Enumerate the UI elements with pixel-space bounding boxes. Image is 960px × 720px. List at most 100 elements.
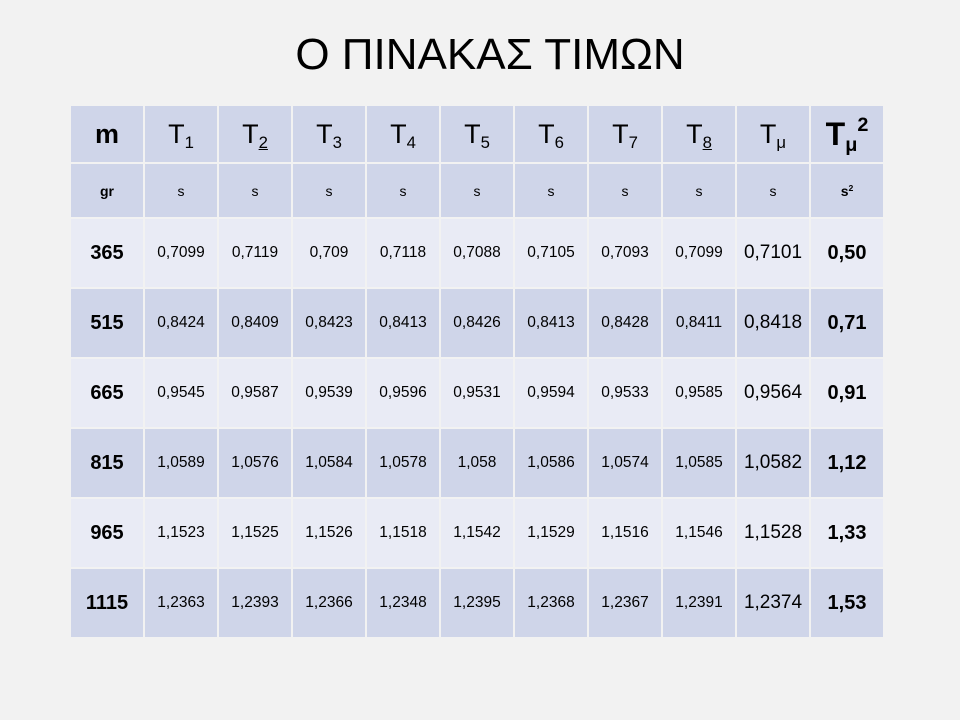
mass-cell: 965: [71, 499, 143, 567]
period-cell: 1,1518: [367, 499, 439, 567]
period-cell: 1,2395: [441, 569, 513, 637]
period-cell: 1,0586: [515, 429, 587, 497]
mean-period-squared-cell: 1,53: [811, 569, 883, 637]
unit-cell: s: [145, 164, 217, 217]
mean-period-cell: 0,8418: [737, 289, 809, 357]
period-cell: 1,0584: [293, 429, 365, 497]
unit-row: gr s s s s s s s s s s2: [71, 164, 883, 217]
header-cell-t7: T7: [589, 106, 661, 162]
unit-cell: s: [367, 164, 439, 217]
period-cell: 0,9533: [589, 359, 661, 427]
period-cell: 1,2393: [219, 569, 291, 637]
period-cell: 0,9545: [145, 359, 217, 427]
header-cell-t4: T4: [367, 106, 439, 162]
period-cell: 1,0574: [589, 429, 661, 497]
mass-cell: 515: [71, 289, 143, 357]
values-table: m T1 T2 T3 T4 T5 T6 T7 T8 Tμ Tμ2 gr s s …: [69, 104, 885, 639]
period-cell: 0,8426: [441, 289, 513, 357]
unit-cell: s: [589, 164, 661, 217]
table-row: 965 1,1523 1,1525 1,1526 1,1518 1,1542 1,1529 1…: [71, 499, 883, 567]
mean-period-squared-cell: 0,50: [811, 219, 883, 287]
mean-period-squared-cell: 1,12: [811, 429, 883, 497]
table-row: 815 1,0589 1,0576 1,0584 1,0578 1,058 1,0586 1,…: [71, 429, 883, 497]
mass-cell: 815: [71, 429, 143, 497]
table-row: 365 0,7099 0,7119 0,709 0,7118 0,7088 0,7105 0,…: [71, 219, 883, 287]
period-cell: 0,9596: [367, 359, 439, 427]
table-body: m T1 T2 T3 T4 T5 T6 T7 T8 Tμ Tμ2 gr s s …: [71, 106, 883, 637]
table-row: 665 0,9545 0,9587 0,9539 0,9596 0,9531 0,9594 0…: [71, 359, 883, 427]
period-cell: 0,7099: [145, 219, 217, 287]
period-cell: 1,1546: [663, 499, 735, 567]
period-cell: 1,0585: [663, 429, 735, 497]
period-cell: 1,2391: [663, 569, 735, 637]
period-cell: 0,7118: [367, 219, 439, 287]
table-row: 1115 1,2363 1,2393 1,2366 1,2348 1,2395 1,2368…: [71, 569, 883, 637]
period-cell: 1,0576: [219, 429, 291, 497]
header-cell-t8: T8: [663, 106, 735, 162]
header-cell-t2: T2: [219, 106, 291, 162]
period-cell: 0,8409: [219, 289, 291, 357]
unit-cell: s: [293, 164, 365, 217]
mass-cell: 365: [71, 219, 143, 287]
period-cell: 0,7093: [589, 219, 661, 287]
header-cell-m: m: [71, 106, 143, 162]
mean-period-cell: 0,7101: [737, 219, 809, 287]
period-cell: 1,1542: [441, 499, 513, 567]
period-cell: 1,2367: [589, 569, 661, 637]
period-cell: 1,2368: [515, 569, 587, 637]
period-cell: 1,1523: [145, 499, 217, 567]
period-cell: 1,2363: [145, 569, 217, 637]
period-cell: 1,1525: [219, 499, 291, 567]
period-cell: 1,1516: [589, 499, 661, 567]
period-cell: 0,709: [293, 219, 365, 287]
period-cell: 0,8424: [145, 289, 217, 357]
mass-cell: 1115: [71, 569, 143, 637]
unit-cell-m: gr: [71, 164, 143, 217]
period-cell: 0,7099: [663, 219, 735, 287]
unit-cell: s: [219, 164, 291, 217]
period-cell: 1,1529: [515, 499, 587, 567]
period-cell: 0,9585: [663, 359, 735, 427]
mean-period-cell: 1,2374: [737, 569, 809, 637]
header-cell-tmu: Tμ: [737, 106, 809, 162]
period-cell: 0,7088: [441, 219, 513, 287]
period-cell: 0,8413: [367, 289, 439, 357]
period-cell: 0,9587: [219, 359, 291, 427]
period-cell: 0,7119: [219, 219, 291, 287]
period-cell: 0,8428: [589, 289, 661, 357]
period-cell: 0,8423: [293, 289, 365, 357]
period-cell: 1,0578: [367, 429, 439, 497]
period-cell: 0,9594: [515, 359, 587, 427]
unit-cell: s: [663, 164, 735, 217]
header-cell-t3: T3: [293, 106, 365, 162]
unit-cell-squared: s2: [811, 164, 883, 217]
period-cell: 0,9539: [293, 359, 365, 427]
period-cell: 1,1526: [293, 499, 365, 567]
header-cell-t6: T6: [515, 106, 587, 162]
period-cell: 0,7105: [515, 219, 587, 287]
period-cell: 0,8413: [515, 289, 587, 357]
mean-period-squared-cell: 1,33: [811, 499, 883, 567]
page-title: Ο ΠΙΝΑΚΑΣ ΤΙΜΩΝ: [295, 30, 685, 79]
mass-cell: 665: [71, 359, 143, 427]
unit-cell: s: [441, 164, 513, 217]
header-cell-t1: T1: [145, 106, 217, 162]
period-cell: 1,058: [441, 429, 513, 497]
mean-period-cell: 0,9564: [737, 359, 809, 427]
table-row: 515 0,8424 0,8409 0,8423 0,8413 0,8426 0,8413 0…: [71, 289, 883, 357]
period-cell: 1,2366: [293, 569, 365, 637]
header-cell-tmu-squared: Tμ2: [811, 106, 883, 162]
mean-period-cell: 1,0582: [737, 429, 809, 497]
period-cell: 0,8411: [663, 289, 735, 357]
header-row: m T1 T2 T3 T4 T5 T6 T7 T8 Tμ Tμ2: [71, 106, 883, 162]
period-cell: 1,2348: [367, 569, 439, 637]
mean-period-squared-cell: 0,71: [811, 289, 883, 357]
mean-period-squared-cell: 0,91: [811, 359, 883, 427]
header-cell-t5: T5: [441, 106, 513, 162]
period-cell: 0,9531: [441, 359, 513, 427]
period-cell: 1,0589: [145, 429, 217, 497]
unit-cell: s: [515, 164, 587, 217]
unit-cell: s: [737, 164, 809, 217]
mean-period-cell: 1,1528: [737, 499, 809, 567]
